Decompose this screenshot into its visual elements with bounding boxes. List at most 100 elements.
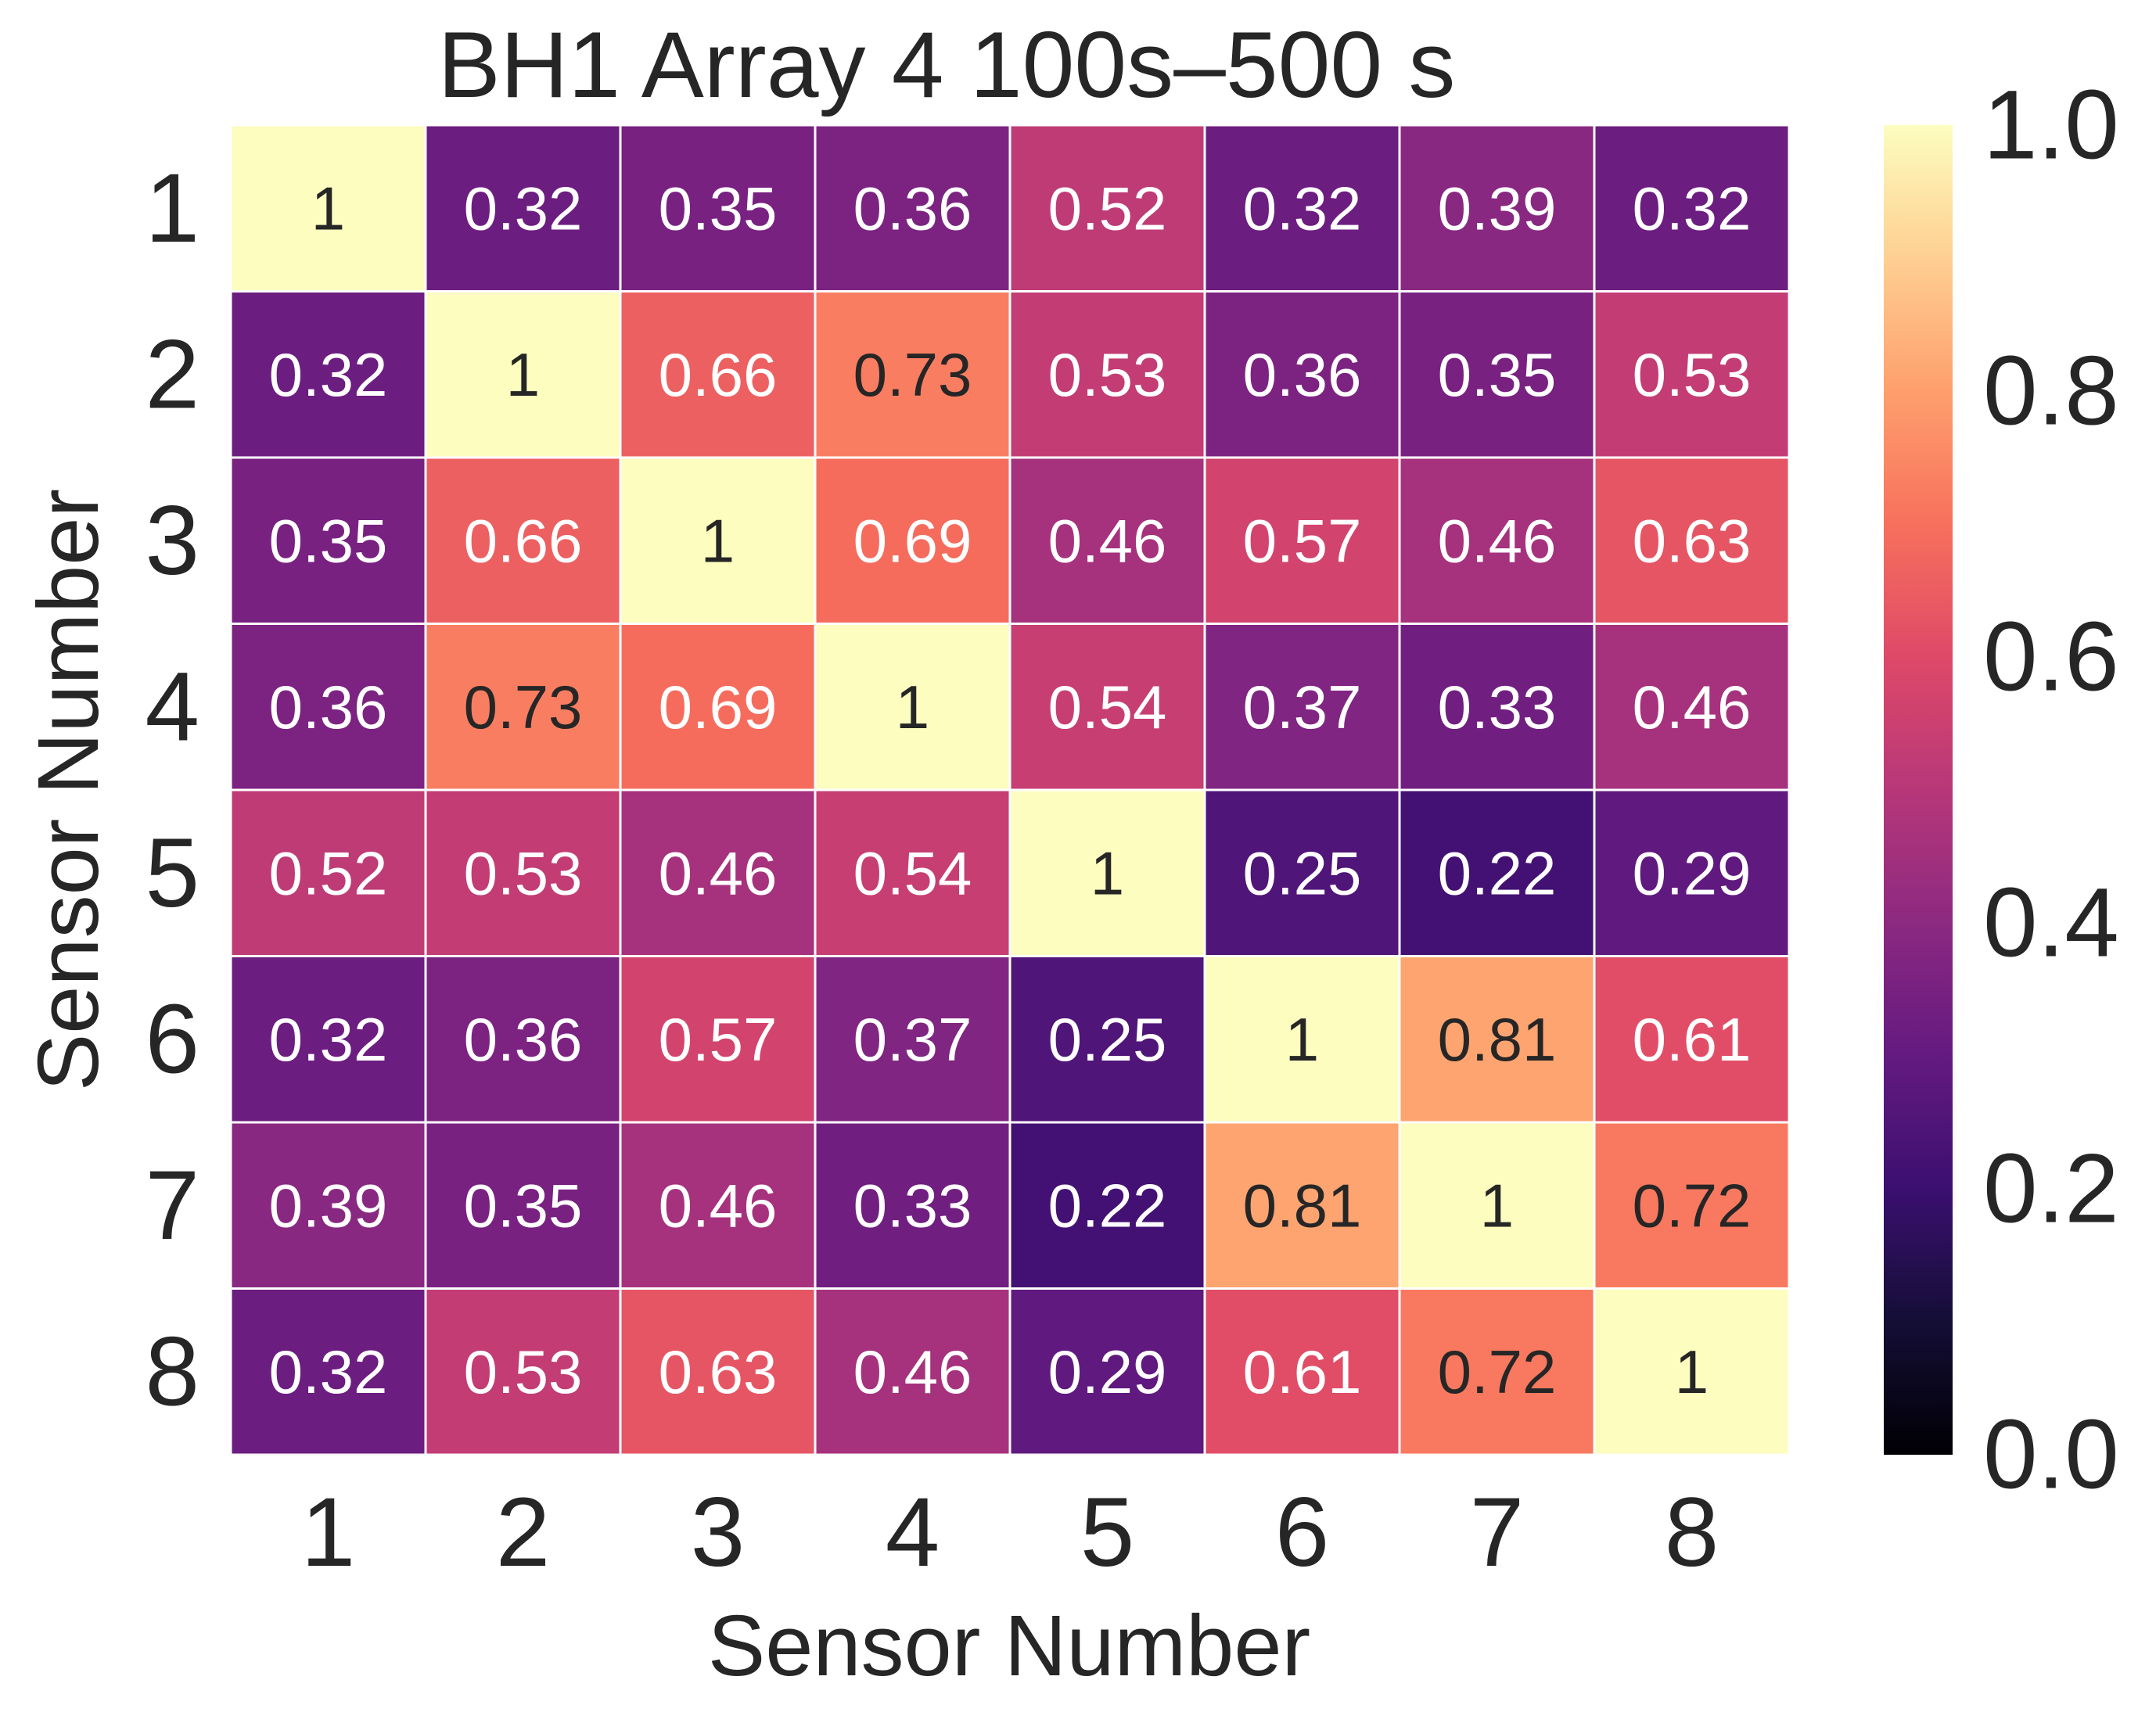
cell-value-label: 0.46 <box>1633 673 1752 741</box>
y-tick-label: 5 <box>145 819 199 928</box>
cell-value-label: 0.32 <box>464 174 583 242</box>
y-tick-label: 4 <box>145 652 199 761</box>
colorbar-tick-label: 0.0 <box>1983 1401 2119 1509</box>
cell-value-label: 0.61 <box>1633 1005 1752 1074</box>
heatmap-cell <box>229 456 427 625</box>
heatmap-cell <box>814 623 1012 792</box>
colorbar-tick-labels: 0.0 0.2 0.4 0.6 0.8 1.0 <box>1983 71 2119 1509</box>
cell-value-label: 0.72 <box>1633 1171 1752 1240</box>
cell-value-label: 0.53 <box>1048 340 1167 409</box>
heatmap-cell <box>814 290 1012 459</box>
y-tick-labels: 1 2 3 4 5 6 7 8 <box>145 154 199 1427</box>
cell-value-label: 0.46 <box>1438 506 1557 575</box>
cell-value-label: 0.66 <box>659 340 778 409</box>
y-tick-label: 6 <box>145 985 199 1093</box>
heatmap-cell <box>619 1121 817 1290</box>
cell-value-label: 0.53 <box>1633 340 1752 409</box>
cell-value-label: 0.57 <box>659 1005 778 1074</box>
cell-value-label: 0.57 <box>1243 506 1362 575</box>
heatmap-cell <box>1398 1121 1596 1290</box>
x-tick-label: 7 <box>1470 1478 1525 1587</box>
heatmap-cell <box>1593 1287 1791 1456</box>
x-tick-label: 1 <box>301 1478 356 1587</box>
cell-value-label: 0.29 <box>1048 1337 1167 1406</box>
heatmap-cell <box>424 1287 622 1456</box>
x-tick-label: 8 <box>1665 1478 1719 1587</box>
y-tick-label: 8 <box>145 1317 199 1426</box>
colorbar-tick-label: 0.6 <box>1983 603 2119 712</box>
cell-value-label: 0.22 <box>1048 1171 1167 1240</box>
heatmap-cell <box>1593 456 1791 625</box>
cell-value-label: 0.39 <box>269 1171 388 1240</box>
heatmap-cell <box>1593 788 1791 957</box>
cell-value-label: 1 <box>896 673 929 741</box>
heatmap-cell <box>814 788 1012 957</box>
heatmap-cell <box>1008 290 1206 459</box>
cell-value-label: 1 <box>506 340 540 409</box>
cell-value-label: 1 <box>1480 1171 1514 1240</box>
colorbar-tick-label: 0.8 <box>1983 337 2119 446</box>
cell-value-label: 0.32 <box>269 1005 388 1074</box>
cell-value-label: 0.37 <box>853 1005 972 1074</box>
cell-value-label: 0.81 <box>1438 1005 1557 1074</box>
cell-value-label: 0.22 <box>1438 838 1557 907</box>
heatmap-cell <box>424 124 622 293</box>
heatmap-cell <box>1008 456 1206 625</box>
heatmap-cell <box>1593 124 1791 293</box>
heatmap-cell <box>424 1121 622 1290</box>
heatmap-cell <box>1203 124 1401 293</box>
x-axis-label: Sensor Number <box>708 1598 1310 1694</box>
heatmap-cell <box>424 955 622 1124</box>
heatmap-cell <box>1008 623 1206 792</box>
colorbar <box>1884 125 1953 1455</box>
heatmap-cell <box>229 1287 427 1456</box>
cell-value-label: 0.73 <box>853 340 972 409</box>
cell-value-label: 0.39 <box>1438 174 1557 242</box>
heatmap-cell <box>229 623 427 792</box>
heatmap-cell <box>1203 955 1401 1124</box>
cell-value-label: 0.37 <box>1243 673 1362 741</box>
cell-value-label: 0.63 <box>1633 506 1752 575</box>
x-tick-label: 2 <box>496 1478 551 1587</box>
heatmap-cell <box>619 124 817 293</box>
cell-value-label: 1 <box>1091 838 1124 907</box>
heatmap-cell <box>1593 290 1791 459</box>
cell-value-label: 0.46 <box>659 1171 778 1240</box>
heatmap-cell <box>619 955 817 1124</box>
heatmap-cell <box>1008 1121 1206 1290</box>
heatmap-cell <box>1008 124 1206 293</box>
cell-value-label: 0.46 <box>659 838 778 907</box>
colorbar-tick-label: 1.0 <box>1983 71 2119 180</box>
cell-value-label: 1 <box>1285 1005 1319 1074</box>
cell-value-label: 0.25 <box>1243 838 1362 907</box>
cell-value-label: 0.36 <box>1243 340 1362 409</box>
chart-title: BH1 Array 4 100s–500 s <box>438 13 1456 117</box>
heatmap-cell <box>619 456 817 625</box>
heatmap-cell <box>1203 290 1401 459</box>
cell-value-label: 0.29 <box>1633 838 1752 907</box>
cell-value-label: 0.25 <box>1048 1005 1167 1074</box>
cell-value-label: 0.35 <box>464 1171 583 1240</box>
y-tick-label: 3 <box>145 486 199 595</box>
x-tick-label: 4 <box>886 1478 940 1587</box>
heatmap-cell <box>619 788 817 957</box>
x-tick-label: 5 <box>1080 1478 1135 1587</box>
heatmap-cell <box>1203 1121 1401 1290</box>
heatmap-cell <box>1203 456 1401 625</box>
cell-value-label: 0.36 <box>853 174 972 242</box>
cell-value-label: 0.52 <box>1048 174 1167 242</box>
cell-value-label: 0.72 <box>1438 1337 1557 1406</box>
cell-value-label: 0.73 <box>464 673 583 741</box>
cell-value-label: 1 <box>311 174 345 242</box>
cell-value-label: 0.54 <box>1048 673 1167 741</box>
cell-value-label: 0.32 <box>269 1337 388 1406</box>
cell-value-label: 0.46 <box>1048 506 1167 575</box>
heatmap-cell <box>424 290 622 459</box>
cell-value-label: 1 <box>1675 1337 1709 1406</box>
heatmap-cell <box>619 1287 817 1456</box>
cell-value-label: 0.35 <box>269 506 388 575</box>
cell-value-label: 0.52 <box>269 838 388 907</box>
cell-value-label: 0.35 <box>1438 340 1557 409</box>
cell-value-label: 0.63 <box>659 1337 778 1406</box>
